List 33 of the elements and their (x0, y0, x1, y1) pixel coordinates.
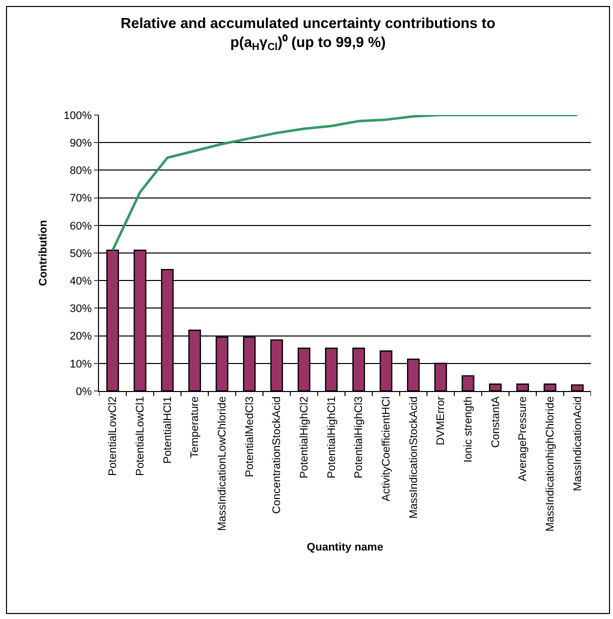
x-tick-label: PotentialHighCl3 (353, 396, 366, 478)
line-series (111, 115, 579, 252)
y-tick-label: 50% (70, 248, 92, 260)
y-tick-label: 20% (70, 330, 92, 343)
y-tick-label: 90% (70, 137, 92, 150)
x-tick-label: Ionic strength (462, 396, 475, 462)
x-tick-label: PotentialHighCl2 (298, 396, 311, 478)
y-tick-label: 40% (70, 275, 92, 288)
x-tick-label: Temperature (189, 396, 202, 458)
x-tick-label: ConstantA (490, 396, 502, 448)
y-tick-label: 0% (76, 386, 92, 398)
y-tick-label: 80% (70, 165, 92, 178)
x-tick-label: ActivityCoefficientHCl (380, 396, 393, 502)
x-tick-label: AveragePressure (517, 396, 530, 482)
x-tick-label: MassIndicationStockAcid (408, 396, 420, 519)
y-tick-label: 100% (64, 110, 92, 122)
x-tick-label: PotentialLowCl1 (134, 396, 147, 476)
x-tick-label: PotentialMedCl3 (244, 396, 256, 478)
x-tick-label: PotentialLowCl2 (107, 396, 120, 476)
y-tick-label: 10% (70, 358, 92, 370)
y-tick-label: 60% (70, 220, 92, 232)
x-tick-label: MassIndicationAcid (572, 396, 584, 492)
x-tick-label: PotentialHighCl1 (326, 396, 338, 478)
x-axis-title: Quantity name (306, 542, 384, 554)
x-tick-label: PotentialHCl1 (162, 396, 174, 464)
x-tick-label: MassIndicationhighChloride (544, 396, 557, 532)
y-tick-label: 70% (70, 192, 92, 205)
x-tick-label: MassIndicationLowChloride (216, 396, 229, 531)
chart-title: Relative and accumulated uncertainty contributions to p(a$_{H}$γ$_{Cl}$)⁰ (up to 99,9 %) (120, 16, 496, 54)
x-tick-label: DVMError (435, 396, 448, 446)
y-tick-label: 30% (70, 303, 92, 316)
x-tick-label: ConcentrationStockAcid (271, 396, 284, 514)
y-axis-title: Contribution (37, 220, 50, 286)
